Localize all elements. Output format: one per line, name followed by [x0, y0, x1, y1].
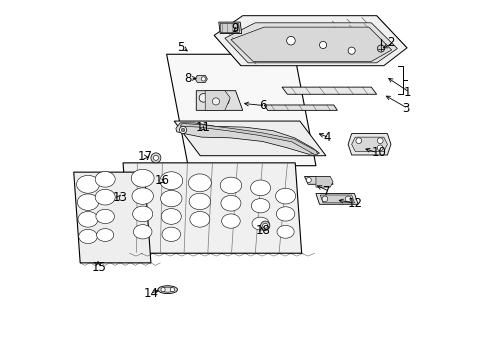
Ellipse shape: [188, 174, 211, 192]
Polygon shape: [320, 195, 354, 203]
Ellipse shape: [221, 214, 240, 228]
Ellipse shape: [162, 227, 180, 242]
Text: 8: 8: [183, 72, 191, 85]
Ellipse shape: [276, 207, 294, 221]
Ellipse shape: [79, 229, 97, 244]
Text: 12: 12: [347, 197, 363, 210]
Polygon shape: [195, 75, 207, 82]
Circle shape: [262, 223, 267, 228]
Ellipse shape: [251, 199, 269, 213]
Ellipse shape: [160, 190, 182, 207]
Ellipse shape: [77, 194, 99, 210]
Ellipse shape: [275, 188, 295, 204]
Text: 13: 13: [112, 191, 127, 204]
Text: 14: 14: [143, 287, 159, 300]
Polygon shape: [123, 163, 301, 253]
Ellipse shape: [220, 177, 241, 194]
Circle shape: [355, 138, 361, 144]
Text: 9: 9: [230, 22, 238, 35]
Ellipse shape: [132, 206, 152, 222]
Text: 3: 3: [401, 102, 408, 115]
Polygon shape: [304, 176, 332, 184]
Ellipse shape: [276, 225, 294, 238]
Polygon shape: [230, 27, 391, 62]
Circle shape: [322, 196, 327, 202]
Text: 2: 2: [386, 36, 394, 49]
Ellipse shape: [132, 188, 153, 204]
Circle shape: [153, 156, 158, 160]
Circle shape: [199, 94, 207, 102]
Ellipse shape: [221, 195, 241, 211]
Ellipse shape: [131, 169, 154, 187]
Polygon shape: [180, 123, 317, 154]
Polygon shape: [214, 16, 406, 66]
Circle shape: [319, 41, 326, 49]
Circle shape: [377, 138, 382, 144]
Text: 17: 17: [137, 150, 152, 163]
Polygon shape: [196, 91, 242, 111]
Circle shape: [345, 196, 350, 202]
Circle shape: [305, 177, 311, 183]
Ellipse shape: [133, 225, 152, 239]
Ellipse shape: [96, 209, 114, 224]
Circle shape: [161, 288, 165, 292]
Text: 18: 18: [255, 224, 269, 237]
Text: 5: 5: [176, 41, 183, 54]
Ellipse shape: [95, 171, 115, 187]
Ellipse shape: [160, 172, 183, 190]
Text: 11: 11: [195, 121, 210, 134]
Circle shape: [170, 288, 174, 292]
Text: 1: 1: [403, 86, 410, 99]
Circle shape: [181, 128, 184, 132]
Circle shape: [201, 77, 205, 81]
Ellipse shape: [77, 175, 99, 193]
Circle shape: [220, 96, 229, 105]
Circle shape: [260, 221, 269, 230]
Text: 16: 16: [154, 174, 169, 187]
Polygon shape: [220, 23, 239, 32]
Ellipse shape: [161, 208, 181, 224]
Ellipse shape: [161, 287, 174, 292]
Circle shape: [377, 45, 384, 52]
Text: 4: 4: [323, 131, 330, 144]
Polygon shape: [74, 172, 151, 263]
Ellipse shape: [97, 229, 114, 242]
Circle shape: [151, 153, 161, 163]
Polygon shape: [174, 121, 325, 156]
Circle shape: [179, 126, 186, 134]
Circle shape: [377, 145, 382, 151]
Polygon shape: [166, 54, 315, 166]
Circle shape: [212, 98, 219, 105]
Ellipse shape: [250, 180, 270, 196]
Polygon shape: [315, 194, 357, 204]
Polygon shape: [282, 87, 376, 94]
Circle shape: [347, 47, 354, 54]
Polygon shape: [205, 91, 230, 111]
Polygon shape: [347, 134, 390, 155]
Text: 6: 6: [258, 99, 266, 112]
Ellipse shape: [189, 211, 209, 227]
Polygon shape: [351, 137, 386, 152]
Ellipse shape: [158, 286, 177, 294]
Text: 15: 15: [91, 261, 106, 274]
Polygon shape: [224, 23, 397, 63]
Polygon shape: [218, 22, 241, 33]
Circle shape: [286, 36, 295, 45]
Polygon shape: [315, 176, 332, 187]
Text: 7: 7: [323, 185, 330, 198]
Text: 10: 10: [370, 147, 386, 159]
Ellipse shape: [251, 217, 268, 230]
Ellipse shape: [95, 189, 115, 205]
Polygon shape: [176, 123, 319, 154]
Ellipse shape: [189, 193, 210, 210]
Ellipse shape: [78, 211, 98, 227]
Polygon shape: [264, 105, 337, 111]
